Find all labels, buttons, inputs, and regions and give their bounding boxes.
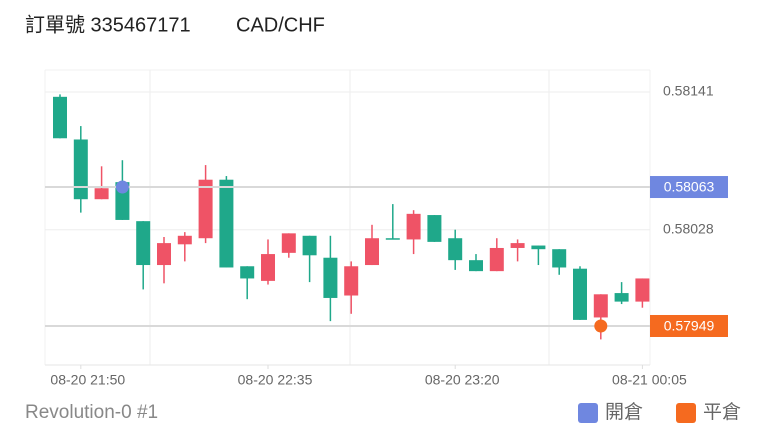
- candle-body: [53, 96, 67, 139]
- candle-body: [157, 243, 171, 266]
- candle-body: [614, 293, 629, 302]
- candle-body: [406, 213, 421, 240]
- candle-body: [489, 247, 504, 272]
- legend-swatch: [578, 403, 598, 423]
- legend-label: 開倉: [605, 401, 643, 423]
- marker-dot: [594, 319, 608, 333]
- y-tick-label: 0.58028: [663, 220, 714, 236]
- x-tick-label: 08-21 00:05: [612, 372, 687, 388]
- candle-body: [635, 278, 650, 302]
- y-tick-label: 0.58141: [663, 83, 714, 99]
- candle-body: [552, 249, 567, 268]
- symbol: CAD/CHF: [236, 14, 325, 36]
- candle-body: [323, 257, 338, 298]
- candle-body: [281, 233, 296, 253]
- candle-body: [469, 260, 483, 272]
- candle-body: [573, 268, 587, 320]
- candle-body: [136, 221, 151, 266]
- candle-body: [198, 179, 213, 239]
- footer-label: Revolution-0 #1: [25, 402, 158, 423]
- candle-body: [240, 266, 255, 279]
- x-tick-label: 08-20 23:20: [425, 372, 500, 388]
- candle-body: [344, 266, 359, 296]
- legend-swatch: [676, 403, 696, 423]
- candle-body: [94, 188, 109, 200]
- candle-body: [219, 179, 234, 268]
- marker-dot: [115, 180, 129, 194]
- candle-body: [177, 235, 192, 245]
- candle-body: [510, 243, 525, 248]
- marker-price-box: [650, 314, 728, 337]
- marker-price-label: 0.57949: [664, 318, 715, 334]
- candle-body: [593, 294, 608, 318]
- candle-body: [73, 139, 88, 200]
- legend-label: 平倉: [703, 401, 741, 423]
- marker-price-box: [650, 176, 728, 199]
- candle-body: [385, 238, 400, 240]
- candle-body: [427, 215, 442, 242]
- candle-body: [261, 254, 275, 281]
- x-tick-label: 08-20 21:50: [50, 372, 125, 388]
- candle-body: [365, 238, 379, 266]
- x-tick-label: 08-20 22:35: [238, 372, 313, 388]
- candle-body: [448, 238, 463, 261]
- candle-body: [531, 245, 546, 250]
- marker-price-label: 0.58063: [664, 179, 715, 195]
- order-number: 訂單號 335467171: [25, 13, 191, 36]
- candle-body: [302, 235, 317, 256]
